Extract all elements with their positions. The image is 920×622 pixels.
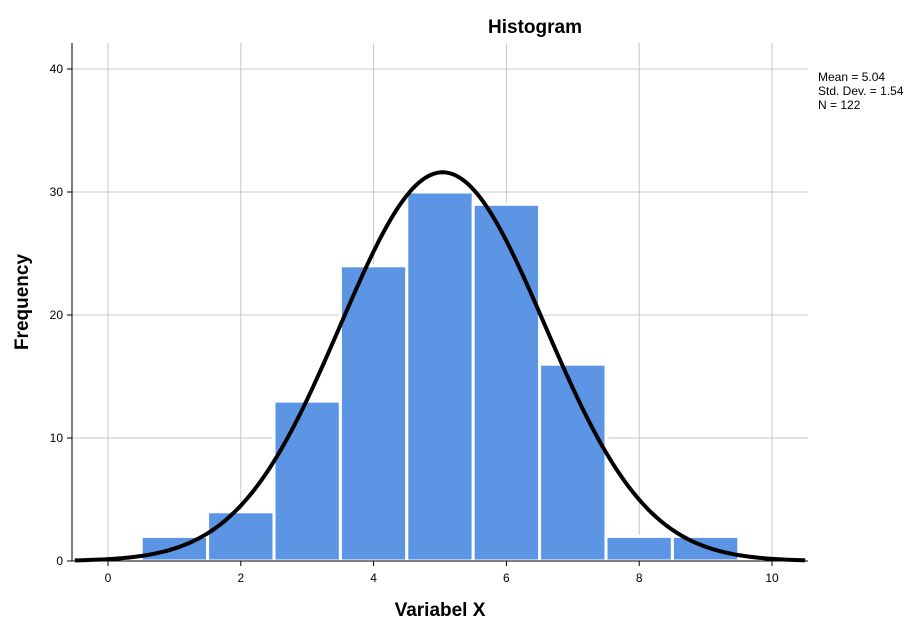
y-axis-label: Frequency [12, 254, 33, 351]
stat-n: N = 122 [818, 98, 861, 112]
x-tick-label: 10 [765, 571, 779, 585]
stat-std-dev: Std. Dev. = 1.54 [818, 84, 904, 98]
x-tick-labels: 0 2 4 6 8 10 [105, 571, 779, 585]
normal-curve [74, 170, 806, 563]
x-tick-label: 6 [503, 571, 510, 585]
histogram-bar [272, 399, 342, 563]
y-tick-labels: 0 10 20 30 40 [50, 62, 64, 568]
x-tick-label: 4 [370, 571, 377, 585]
x-axis-label: Variabel X [395, 600, 486, 621]
histogram-bar [405, 190, 475, 563]
y-tick-label: 10 [50, 431, 64, 445]
x-tick-label: 2 [237, 571, 244, 585]
y-tick-label: 40 [50, 62, 64, 76]
y-tick-label: 0 [56, 554, 63, 568]
x-tick-label: 8 [636, 571, 643, 585]
stat-mean: Mean = 5.04 [818, 70, 885, 84]
histogram-bar [538, 362, 608, 563]
histogram-bars [139, 190, 741, 563]
histogram-bar [206, 510, 276, 563]
histogram-bar [338, 264, 409, 563]
chart-title: Histogram [488, 17, 582, 38]
axes [67, 43, 808, 566]
y-tick-label: 30 [50, 185, 64, 199]
x-tick-label: 0 [105, 571, 112, 585]
histogram-bar [471, 202, 542, 563]
y-tick-label: 20 [50, 308, 64, 322]
histogram-bar [604, 534, 674, 563]
